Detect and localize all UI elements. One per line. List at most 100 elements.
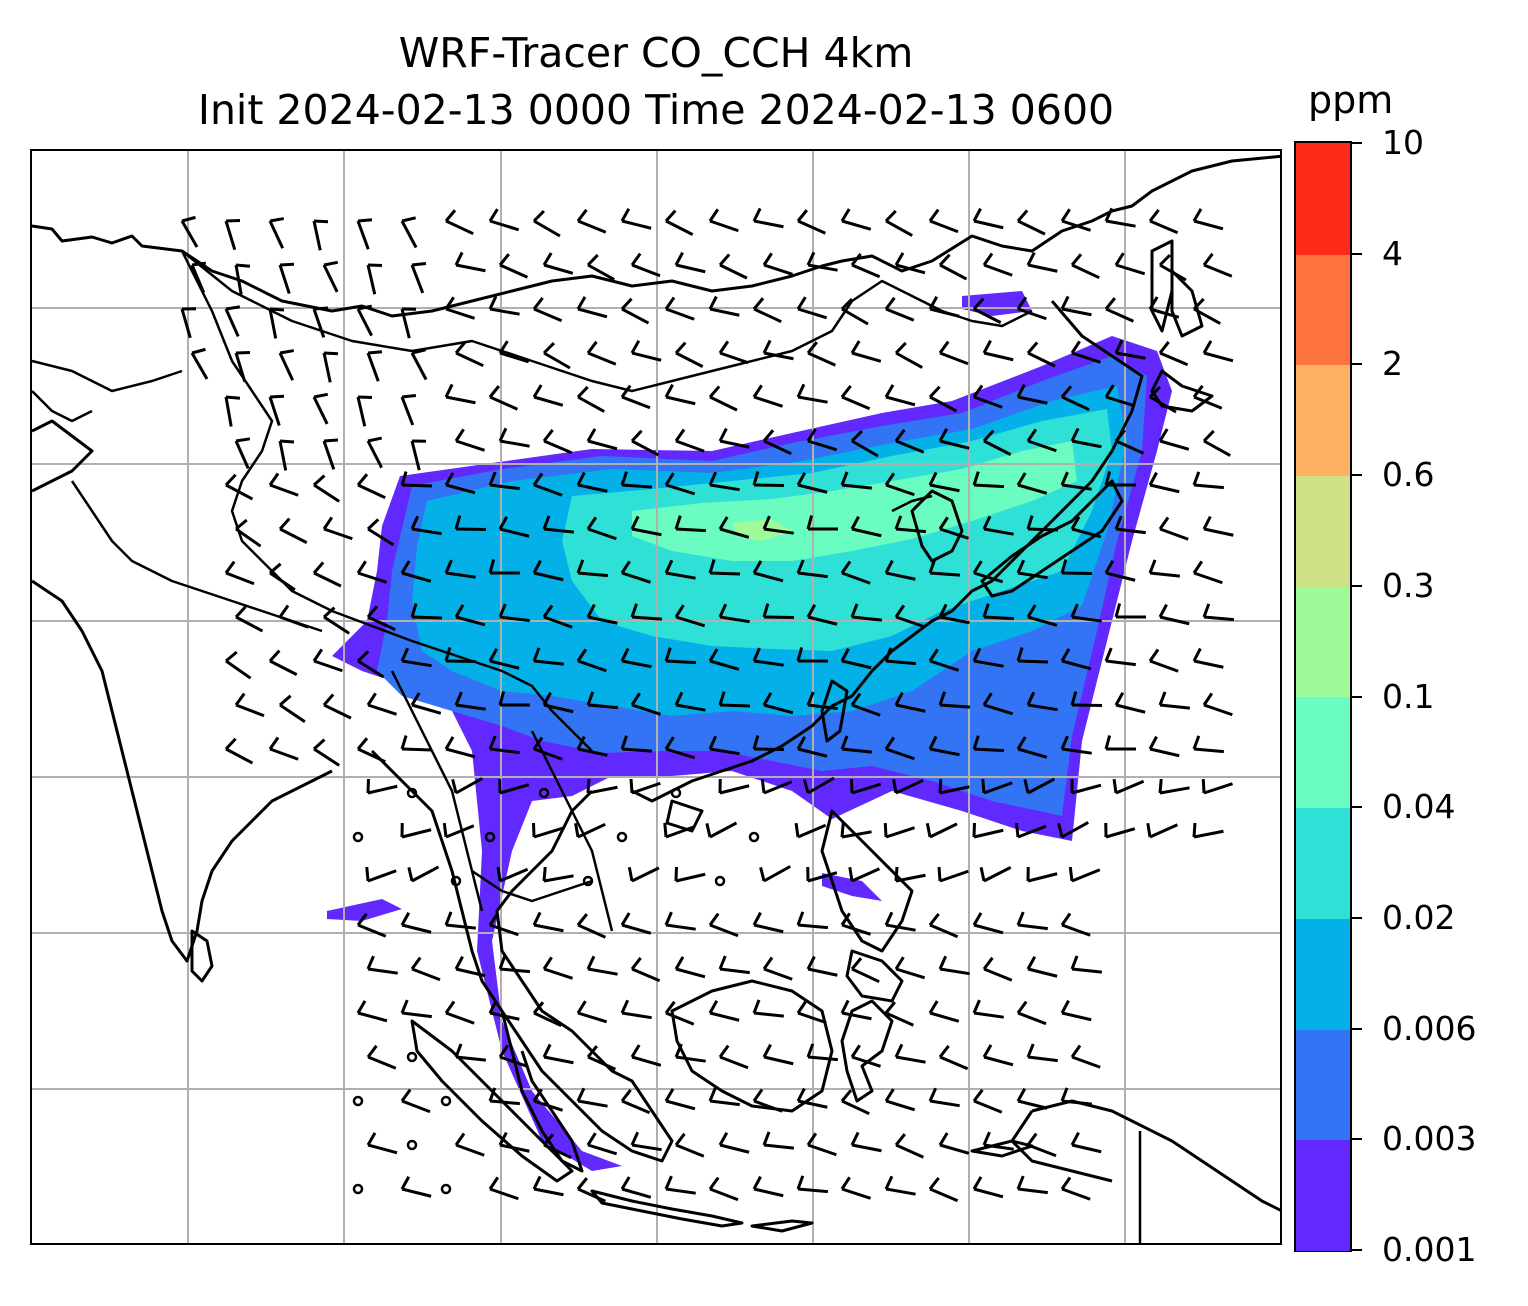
wind-barb-feather: [488, 735, 497, 750]
wind-barb-feather: [840, 385, 852, 398]
wind-barb-feather: [708, 1176, 720, 1190]
wind-barb-shaft: [709, 1011, 740, 1022]
wind-barb-feather: [365, 866, 370, 882]
wind-barb-shaft: [1027, 527, 1059, 532]
wind-barb-shaft: [1061, 483, 1092, 491]
calm-wind-marker: [450, 875, 462, 887]
wind-barb-feather: [708, 385, 721, 398]
wind-barb-shaft: [401, 483, 433, 488]
wind-barb-feather: [576, 735, 586, 750]
wind-barb-shaft: [269, 659, 298, 676]
wind-barb-shaft: [665, 1187, 696, 1195]
wind-barb-shaft: [807, 439, 838, 452]
colorbar-segment: [1296, 1139, 1350, 1251]
wind-barb-shaft: [1159, 439, 1190, 451]
wind-barb-shaft: [807, 776, 835, 795]
wind-barb-shaft: [797, 395, 828, 404]
wind-barb-feather: [411, 348, 426, 355]
wind-barb-shaft: [1193, 747, 1225, 754]
wind-barb-feather: [488, 559, 496, 574]
wind-barb-feather: [234, 692, 246, 706]
wind-barb-feather: [1114, 252, 1125, 266]
wind-barb-feather: [1026, 691, 1036, 706]
wind-barb-feather: [367, 436, 383, 443]
wind-barb-shaft: [543, 703, 574, 714]
colorbar-tick-mark: [1352, 1027, 1362, 1030]
wind-barb-shaft: [929, 1011, 960, 1023]
colorbar-tick-mark: [1352, 916, 1362, 919]
wind-barb-shaft: [1159, 351, 1189, 367]
wind-barb-feather: [1026, 341, 1039, 354]
colorbar-tick-mark: [1352, 142, 1362, 144]
wind-barb-shaft: [499, 351, 530, 364]
wind-barb-feather: [586, 340, 598, 354]
wind-barb-shaft: [929, 307, 960, 318]
wind-barb-feather: [532, 384, 543, 398]
wind-barb-feather: [488, 385, 500, 398]
wind-barb-feather: [1114, 515, 1123, 530]
wind-barb-shaft: [367, 615, 396, 632]
wind-barb-shaft: [312, 396, 329, 425]
wind-barb-feather: [410, 692, 421, 706]
wind-barb-shaft: [709, 219, 739, 233]
wind-barb-feather: [718, 691, 726, 706]
wind-barb-feather: [488, 1087, 497, 1102]
wind-barb-shaft: [180, 220, 199, 248]
wind-barb-feather: [1148, 296, 1159, 310]
wind-barb-feather: [894, 252, 905, 266]
wind-barb-shaft: [1061, 659, 1092, 671]
wind-barb-shaft: [455, 1143, 485, 1157]
border-china-kazakhstan: [180, 250, 274, 562]
wind-barb-feather: [322, 693, 335, 706]
wind-barb-shaft: [851, 782, 882, 795]
wind-barb-shaft: [929, 923, 959, 939]
wind-barb-shaft: [445, 824, 475, 839]
wind-barb-feather: [762, 515, 771, 530]
wind-barb-feather: [400, 735, 408, 750]
wind-barb-shaft: [1027, 439, 1057, 453]
coastline-borneo: [670, 979, 834, 1113]
wind-barb-shaft: [939, 615, 970, 625]
wind-barb-feather: [367, 350, 383, 355]
wind-barb-shaft: [797, 923, 829, 930]
wind-barb-shaft: [929, 571, 961, 577]
wind-barb-shaft: [1071, 783, 1102, 795]
wind-barb-feather: [718, 340, 730, 354]
wind-barb-feather: [620, 1176, 631, 1190]
wind-barb-shaft: [1017, 923, 1048, 931]
wind-barb-feather: [928, 296, 939, 310]
wind-barb-shaft: [279, 527, 308, 544]
wind-barb-shaft: [939, 1143, 970, 1155]
wind-barb-shaft: [675, 872, 706, 883]
wind-barb-shaft: [269, 571, 296, 592]
wind-barb-shaft: [973, 571, 1004, 584]
wind-barb-shaft: [401, 1099, 431, 1114]
wind-barb-shaft: [577, 219, 607, 234]
wind-barb-feather: [938, 340, 950, 354]
wind-barb-shaft: [939, 869, 969, 883]
wind-barb-feather: [498, 1131, 508, 1146]
wind-barb-shaft: [313, 483, 340, 503]
wind-barb-feather: [752, 297, 765, 310]
wind-barb-feather: [454, 1043, 463, 1058]
coastline-indochina: [370, 749, 674, 1163]
wind-barb-feather: [1023, 779, 1030, 794]
wind-barb-feather: [224, 737, 237, 751]
wind-barb-shaft: [225, 483, 254, 501]
wind-barb-shaft: [841, 747, 872, 754]
wind-barb-feather: [225, 305, 241, 311]
wind-barb-feather: [664, 647, 672, 662]
wind-barb-shaft: [1193, 659, 1224, 669]
wind-barb-shaft: [587, 1055, 617, 1071]
wind-barb-shaft: [587, 703, 619, 710]
tracer-band-0.001-phil: [822, 873, 882, 901]
colorbar-unit-label: ppm: [1308, 78, 1394, 122]
wind-barb-shaft: [190, 352, 209, 380]
wind-barb-shaft: [895, 873, 926, 883]
wind-barb-shaft: [543, 1055, 574, 1065]
wind-barb-shaft: [1115, 439, 1145, 455]
wind-barb-shaft: [1027, 872, 1058, 883]
wind-barb-shaft: [1061, 1011, 1092, 1022]
wind-barb-shaft: [455, 527, 487, 532]
wind-barb-shaft: [445, 923, 476, 930]
